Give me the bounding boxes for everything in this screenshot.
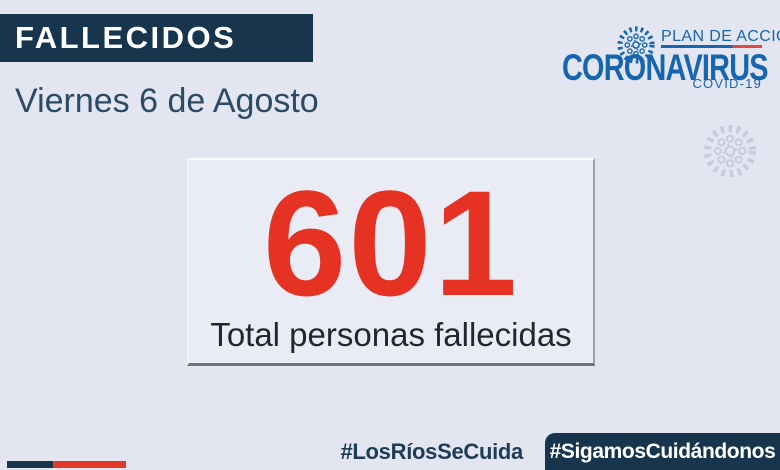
coronavirus-brand-title: CORONAVIRUS — [562, 47, 769, 88]
page-title: FALLECIDOS — [15, 20, 237, 55]
death-count-label: Total personas fallecidas — [210, 316, 572, 353]
death-count-value: 601 — [262, 159, 520, 327]
title-banner: FALLECIDOS — [0, 14, 313, 62]
flag-underline — [661, 45, 762, 48]
stat-card: 601 Total personas fallecidas — [187, 158, 595, 366]
covid19-sub-label: COVID-19 — [692, 76, 762, 91]
virus-watermark-icon — [699, 120, 761, 182]
hashtag-sigamos: #SigamosCuidándonos — [549, 439, 776, 463]
footer-accent-bar-red — [53, 461, 126, 468]
footer-accent-bar-navy — [7, 461, 53, 468]
date-text: Viernes 6 de Agosto — [15, 82, 319, 120]
plan-de-accion-label: PLAN DE ACCIÓN — [661, 28, 780, 45]
hashtag-losrios: #LosRíosSeCuida — [340, 439, 523, 464]
hashtag-sigamos-box: #SigamosCuidándonos — [545, 433, 780, 470]
